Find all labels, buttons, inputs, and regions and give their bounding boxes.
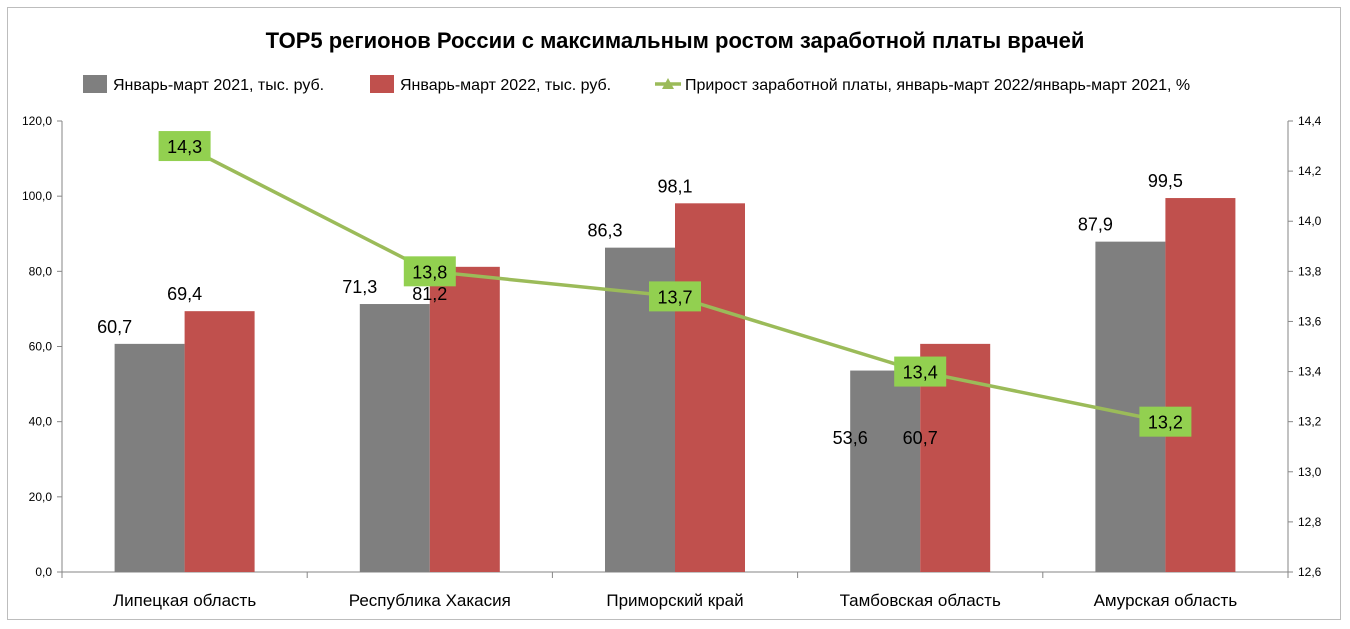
legend-label-series3: Прирост заработной платы, январь-март 20… [685, 77, 1190, 94]
legend: Январь-март 2021, тыс. руб. Январь-март 2… [83, 75, 1190, 94]
bar-data-label: 60,7 [903, 428, 938, 448]
bar-series1 [850, 370, 921, 572]
bar-series2 [184, 311, 255, 572]
bar-data-label: 71,3 [342, 277, 377, 297]
growth-data-label: 13,7 [657, 287, 692, 307]
growth-label-box [1139, 406, 1192, 437]
growth-data-label: 14,3 [167, 137, 202, 157]
y-left-tick-label: 60,0 [29, 340, 53, 354]
growth-label-box [894, 356, 947, 387]
y-right-tick-label: 13,4 [1298, 365, 1322, 379]
y-right-tick-label: 14,4 [1298, 114, 1322, 128]
x-tick-label: Приморский край [606, 591, 743, 610]
x-tick-label: Тамбовская область [840, 591, 1001, 610]
legend-swatch-marker [662, 78, 674, 89]
y-right-tick-label: 13,0 [1298, 465, 1322, 479]
data-labels: 60,7 71,3 86,3 53,6 87,9 69,4 81,2 98,1 60,7 99,5… [97, 131, 1192, 448]
bar-data-label: 81,2 [412, 284, 447, 304]
bar-series1 [114, 343, 185, 572]
legend-swatch-series1 [83, 75, 107, 93]
growth-data-label: 13,8 [412, 262, 447, 282]
bar-data-label: 69,4 [167, 284, 202, 304]
bar-series1 [359, 304, 430, 572]
bars [114, 198, 1236, 573]
bar-series2 [1165, 198, 1236, 572]
growth-data-label: 13,4 [903, 363, 938, 383]
y-right-tick-label: 14,0 [1298, 214, 1322, 228]
y-left-tick-label: 120,0 [22, 114, 52, 128]
growth-label-box [649, 281, 701, 312]
legend-label-series1: Январь-март 2021, тыс. руб. [113, 77, 324, 94]
y-right-tick-label: 13,8 [1298, 264, 1322, 278]
chart-title: TOP5 регионов России с максимальным рост… [266, 28, 1085, 53]
bar-data-label: 60,7 [97, 317, 132, 337]
y-right-tick-label: 13,6 [1298, 314, 1322, 328]
growth-label-box [403, 256, 456, 287]
legend-label-series2: Январь-март 2022, тыс. руб. [400, 77, 611, 94]
y-left-tick-label: 40,0 [29, 415, 53, 429]
y-left-tick-label: 20,0 [29, 490, 53, 504]
x-tick-label: Амурская область [1094, 591, 1238, 610]
y-right-tick-label: 12,8 [1298, 515, 1322, 529]
bar-data-label: 87,9 [1078, 215, 1113, 235]
bar-data-label: 53,6 [833, 428, 868, 448]
bar-data-label: 98,1 [657, 176, 692, 196]
y-right-tick-label: 12,6 [1298, 565, 1322, 579]
axes: 0,0 20,0 40,0 60,0 80,0 100,0 120,0 12,6 12,8 13,… [22, 114, 1322, 610]
bar-data-label: 99,5 [1148, 171, 1183, 191]
bar-data-label: 86,3 [587, 221, 622, 241]
y-left-tick-label: 80,0 [29, 264, 53, 278]
y-left-tick-label: 0,0 [35, 565, 52, 579]
bar-series2 [429, 266, 500, 572]
legend-swatch-series2 [370, 75, 394, 93]
x-tick-label: Республика Хакасия [349, 591, 511, 610]
bar-series2 [675, 203, 745, 572]
x-tick-label: Липецкая область [113, 591, 256, 610]
growth-label-box [158, 131, 211, 162]
y-right-tick-label: 14,2 [1298, 164, 1322, 178]
y-right-tick-label: 13,2 [1298, 415, 1322, 429]
y-left-tick-label: 100,0 [22, 189, 52, 203]
growth-data-label: 13,2 [1148, 413, 1183, 433]
